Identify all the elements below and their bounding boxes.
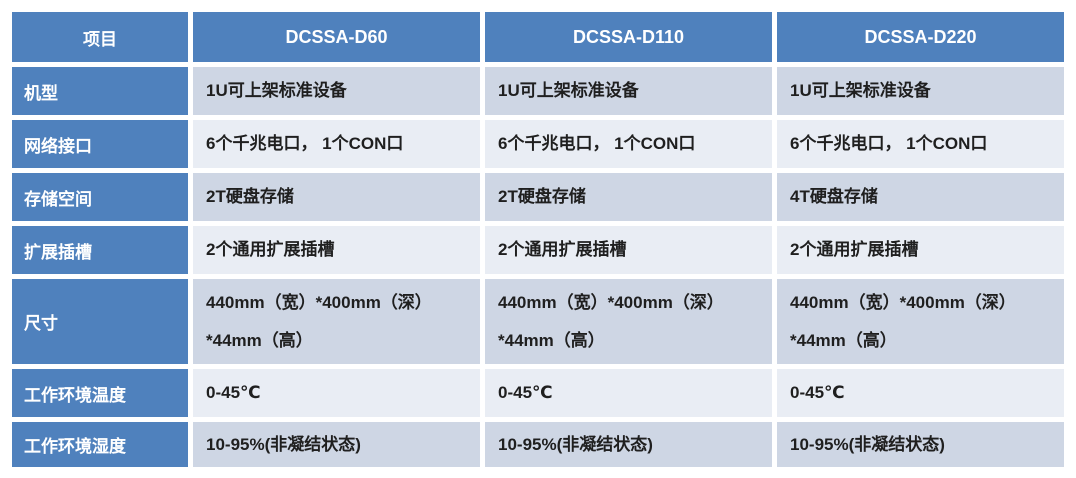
cell-operating-temperature-d110: 0-45℃ — [485, 369, 772, 417]
row-label-expansion-slots: 扩展插槽 — [12, 226, 188, 274]
cell-expansion-slots-d60: 2个通用扩展插槽 — [193, 226, 480, 274]
table-row-operating-temperature: 工作环境温度 0-45℃ 0-45℃ 0-45℃ — [12, 369, 1064, 417]
table-row-operating-humidity: 工作环境湿度 10-95%(非凝结状态) 10-95%(非凝结状态) 10-95… — [12, 422, 1064, 467]
cell-operating-humidity-d110: 10-95%(非凝结状态) — [485, 422, 772, 467]
cell-dimensions-d220: 440mm（宽）*400mm（深） *44mm（高） — [777, 279, 1064, 364]
row-label-operating-humidity: 工作环境湿度 — [12, 422, 188, 467]
table-row-storage: 存储空间 2T硬盘存储 2T硬盘存储 4T硬盘存储 — [12, 173, 1064, 221]
table-row-network-ports: 网络接口 6个千兆电口， 1个CON口 6个千兆电口， 1个CON口 6个千兆电… — [12, 120, 1064, 168]
table-row-expansion-slots: 扩展插槽 2个通用扩展插槽 2个通用扩展插槽 2个通用扩展插槽 — [12, 226, 1064, 274]
cell-machine-type-d60: 1U可上架标准设备 — [193, 67, 480, 115]
cell-operating-humidity-d220: 10-95%(非凝结状态) — [777, 422, 1064, 467]
cell-machine-type-d110: 1U可上架标准设备 — [485, 67, 772, 115]
cell-expansion-slots-d110: 2个通用扩展插槽 — [485, 226, 772, 274]
cell-network-ports-d110: 6个千兆电口， 1个CON口 — [485, 120, 772, 168]
cell-expansion-slots-d220: 2个通用扩展插槽 — [777, 226, 1064, 274]
table-header-row: 项目 DCSSA-D60 DCSSA-D110 DCSSA-D220 — [12, 12, 1064, 62]
cell-operating-humidity-d60: 10-95%(非凝结状态) — [193, 422, 480, 467]
row-label-operating-temperature: 工作环境温度 — [12, 369, 188, 417]
header-cell-dcssa-d110: DCSSA-D110 — [485, 12, 772, 62]
cell-machine-type-d220: 1U可上架标准设备 — [777, 67, 1064, 115]
header-cell-item: 项目 — [12, 12, 188, 62]
header-cell-dcssa-d60: DCSSA-D60 — [193, 12, 480, 62]
cell-network-ports-d220: 6个千兆电口， 1个CON口 — [777, 120, 1064, 168]
product-spec-table: 项目 DCSSA-D60 DCSSA-D110 DCSSA-D220 机型 1U… — [7, 7, 1069, 472]
cell-operating-temperature-d60: 0-45℃ — [193, 369, 480, 417]
cell-network-ports-d60: 6个千兆电口， 1个CON口 — [193, 120, 480, 168]
table-row-machine-type: 机型 1U可上架标准设备 1U可上架标准设备 1U可上架标准设备 — [12, 67, 1064, 115]
cell-operating-temperature-d220: 0-45℃ — [777, 369, 1064, 417]
row-label-dimensions: 尺寸 — [12, 279, 188, 364]
header-cell-dcssa-d220: DCSSA-D220 — [777, 12, 1064, 62]
row-label-storage: 存储空间 — [12, 173, 188, 221]
cell-storage-d60: 2T硬盘存储 — [193, 173, 480, 221]
row-label-network-ports: 网络接口 — [12, 120, 188, 168]
table-row-dimensions: 尺寸 440mm（宽）*400mm（深） *44mm（高） 440mm（宽）*4… — [12, 279, 1064, 364]
row-label-machine-type: 机型 — [12, 67, 188, 115]
cell-dimensions-d110: 440mm（宽）*400mm（深） *44mm（高） — [485, 279, 772, 364]
cell-storage-d220: 4T硬盘存储 — [777, 173, 1064, 221]
cell-dimensions-d60: 440mm（宽）*400mm（深） *44mm（高） — [193, 279, 480, 364]
cell-storage-d110: 2T硬盘存储 — [485, 173, 772, 221]
